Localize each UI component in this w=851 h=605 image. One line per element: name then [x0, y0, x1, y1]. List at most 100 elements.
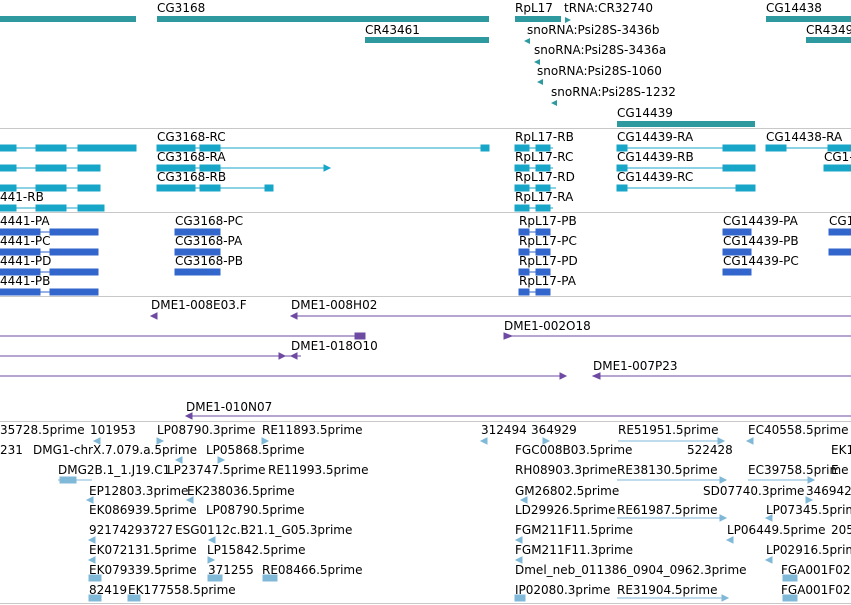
- cds-feature[interactable]: [0, 248, 99, 256]
- transcript-label: CG14439-RC: [617, 170, 694, 184]
- est-label: LD29926.5prime: [515, 503, 616, 517]
- cds-cg3168[interactable]: [174, 268, 221, 276]
- clone-label: DME1-010N07: [186, 400, 273, 414]
- cds-label: RpL17-PB: [519, 214, 577, 228]
- est-label: 205: [831, 523, 851, 537]
- transcript-cg3168-ra[interactable]: [156, 164, 332, 172]
- est-label: EK079339.5prime: [89, 563, 197, 577]
- gene-label: CG14438: [766, 1, 822, 15]
- track-separator: [0, 212, 851, 213]
- clone-feature[interactable]: [184, 412, 851, 420]
- est-label: RE08466.5prime: [262, 563, 363, 577]
- transcript-feature[interactable]: [0, 204, 105, 212]
- est-feature[interactable]: [87, 556, 773, 564]
- transcript-feature[interactable]: [0, 184, 101, 192]
- cds-rpl17[interactable]: [518, 268, 551, 276]
- transcript-label: CG3168-RC: [157, 130, 226, 144]
- est-label: 35728.5prime: [0, 423, 85, 437]
- cds-rpl17[interactable]: [518, 228, 551, 236]
- est-feature[interactable]: [58, 456, 226, 484]
- transcript-label: CG3168-RA: [157, 150, 226, 164]
- snorna-arrow-icon[interactable]: [534, 59, 540, 65]
- cds-label: 4441-PB: [0, 274, 51, 288]
- cds-label: 4441-PA: [0, 214, 50, 228]
- transcript-label: CG3168-RB: [157, 170, 227, 184]
- clone-label: DME1-002O18: [504, 319, 591, 333]
- track-separator: [0, 296, 851, 297]
- est-feature[interactable]: [88, 594, 798, 602]
- est-label: Dmel_neb_011386_0904_0962.3prime: [515, 563, 747, 577]
- gene-feature-cg14439[interactable]: [617, 121, 755, 127]
- gene-feature-cg14438[interactable]: [766, 16, 851, 22]
- gene-feature-cr43461[interactable]: [365, 37, 489, 43]
- clone-feature[interactable]: [289, 312, 851, 320]
- transcript-feature[interactable]: [0, 164, 101, 172]
- clone-feature[interactable]: [0, 332, 851, 340]
- cds-feature[interactable]: [0, 288, 99, 296]
- snorna-arrow-icon[interactable]: [537, 79, 543, 85]
- cds-rpl17[interactable]: [518, 288, 551, 296]
- gene-feature-rpl17[interactable]: [515, 16, 561, 22]
- gene-feature-cg3168[interactable]: [157, 16, 489, 22]
- gene-feature-cr4349[interactable]: [806, 37, 851, 43]
- cds-cg1[interactable]: [828, 228, 851, 256]
- est-feature[interactable]: [88, 574, 798, 582]
- cds-cg14439[interactable]: [722, 248, 752, 256]
- est-label: LP05868.5prime: [206, 443, 305, 457]
- transcript-rpl17[interactable]: [514, 164, 553, 172]
- transcript-rpl17[interactable]: [514, 184, 556, 192]
- cds-cg14439[interactable]: [722, 268, 752, 276]
- transcript-rpl17[interactable]: [514, 204, 553, 212]
- transcript-feature[interactable]: [0, 144, 137, 152]
- cds-cg3168[interactable]: [174, 248, 221, 256]
- cds-rpl17[interactable]: [518, 248, 551, 256]
- est-label: LP08790.3prime: [157, 423, 256, 437]
- cds-feature[interactable]: [0, 228, 99, 236]
- est-label: 312494: [481, 423, 527, 437]
- snorna-arrow-icon[interactable]: [524, 38, 530, 44]
- est-feature[interactable]: [479, 437, 754, 445]
- gene-feature[interactable]: [0, 16, 136, 22]
- transcript-label: CG14438-RA: [766, 130, 843, 144]
- est-label: FGA001F02: [781, 563, 851, 577]
- est-label: 82419: [89, 583, 128, 597]
- est-feature[interactable]: [92, 437, 270, 445]
- est-label: GM26802.5prime: [515, 484, 620, 498]
- transcript-label: RpL17-RD: [515, 170, 575, 184]
- est-feature[interactable]: [85, 496, 814, 504]
- cds-cg14439[interactable]: [722, 228, 752, 236]
- transcript-cg3168-rc[interactable]: [156, 144, 490, 152]
- est-label: FGA001F02: [781, 583, 851, 597]
- trna-arrow-icon[interactable]: [565, 17, 571, 23]
- est-label: 522428: [687, 443, 733, 457]
- transcript-label: 441-RB: [0, 190, 44, 204]
- transcript-cg14439[interactable]: [616, 144, 756, 152]
- clone-feature[interactable]: [0, 352, 301, 360]
- cds-cg3168[interactable]: [174, 228, 221, 236]
- est-label: EK1: [831, 443, 851, 457]
- transcript-cg3168-rb[interactable]: [156, 184, 274, 192]
- cds-label: CG3168-PA: [175, 234, 243, 248]
- est-feature[interactable]: [617, 514, 773, 522]
- snorna-arrow-icon[interactable]: [551, 100, 557, 106]
- clone-label: DME1-008H02: [291, 298, 378, 312]
- transcript-cg14438[interactable]: [823, 164, 851, 172]
- est-label: RE11893.5prime: [262, 423, 363, 437]
- transcript-cg14439[interactable]: [616, 164, 756, 172]
- est-label: RH08903.3prime: [515, 463, 617, 477]
- est-label: LP06449.5prime: [727, 523, 826, 537]
- clone-feature[interactable]: [0, 372, 851, 380]
- est-label: FGC008B03.5prime: [515, 443, 633, 457]
- clone-arrow-icon[interactable]: [149, 312, 158, 320]
- est-label: 371255: [208, 563, 254, 577]
- transcript-label: CG14439-RA: [617, 130, 694, 144]
- transcript-cg14439[interactable]: [616, 184, 756, 192]
- cds-feature[interactable]: [0, 268, 99, 276]
- transcript-label: CG1-: [824, 150, 851, 164]
- est-feature[interactable]: [617, 476, 816, 484]
- transcript-cg14438[interactable]: [765, 144, 851, 152]
- transcript-rpl17[interactable]: [514, 144, 553, 152]
- est-label: RE31904.5prime: [617, 583, 718, 597]
- est-feature[interactable]: [87, 536, 734, 544]
- cds-label: CG3168-PC: [175, 214, 244, 228]
